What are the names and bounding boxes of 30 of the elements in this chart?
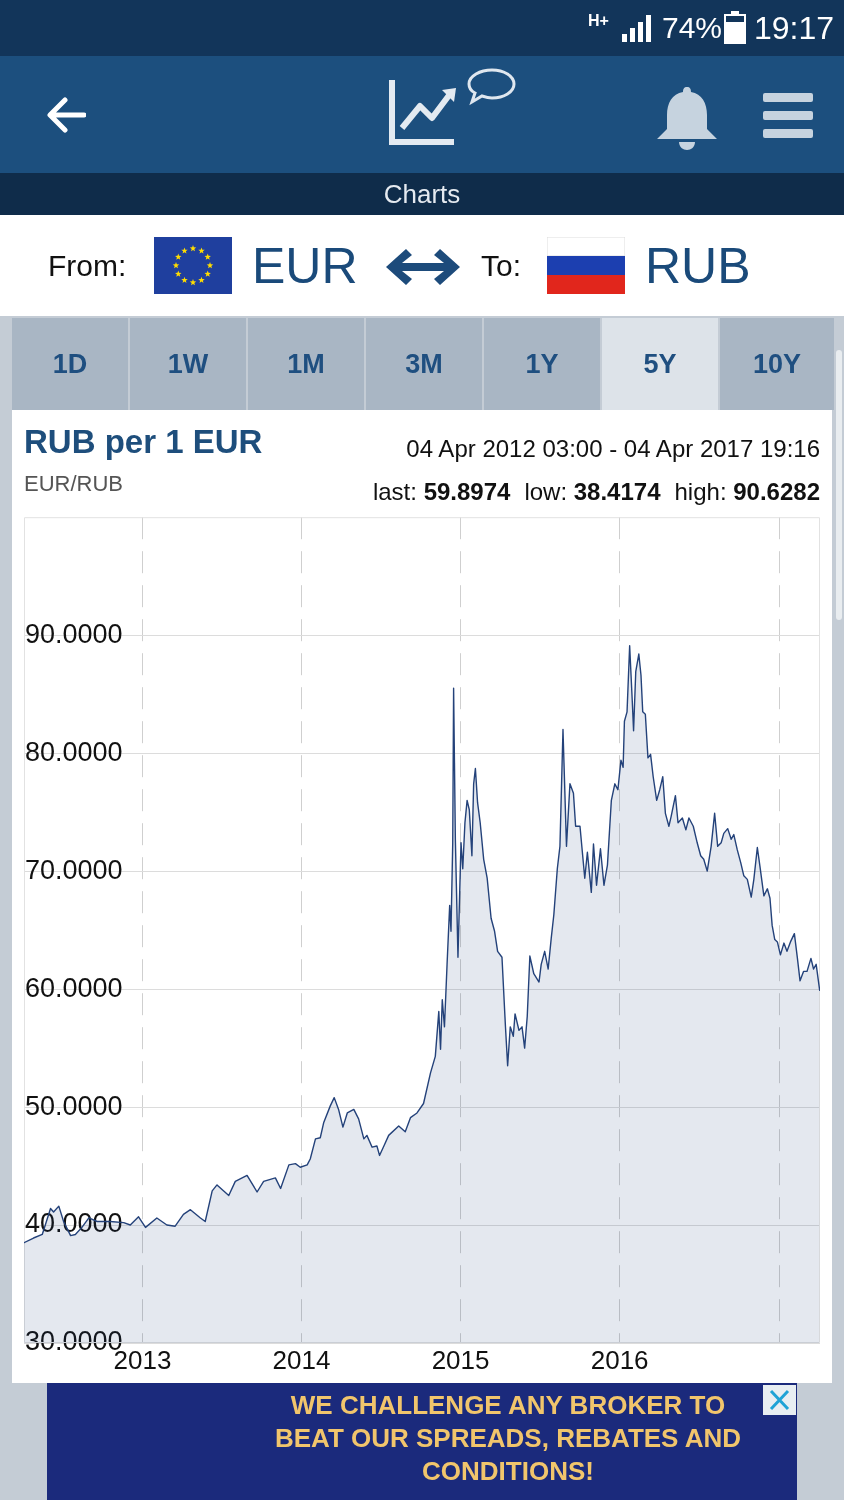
- text: 5Y: [642, 348, 678, 380]
- text: 1D: [51, 348, 89, 380]
- text: low: 38.4174: [524, 477, 661, 507]
- y-tick-label: 80.0000: [25, 736, 123, 767]
- y-tick-label: 50.0000: [25, 1090, 123, 1121]
- y-tick-label: 90.0000: [25, 618, 123, 649]
- x-tick-label: 2015: [431, 1344, 490, 1375]
- text: EUR: [252, 238, 358, 294]
- text: WE CHALLENGE ANY BROKER TO BEAT OUR SPREADS, REBATES AND CONDITIONS!: [273, 1389, 743, 1488]
- y-tick-label: 60.0000: [25, 972, 123, 1003]
- chart-title: RUB per 1 EUR: [24, 423, 263, 461]
- text: 1W: [166, 348, 210, 380]
- y-tick-label: 70.0000: [25, 854, 123, 885]
- text: last: 59.8974: [372, 477, 511, 507]
- text: 10Y: [751, 348, 802, 380]
- text: 04 Apr 2012 03:00 - 04 Apr 2017 19:16: [406, 434, 820, 464]
- x-tick-label: 2014: [272, 1344, 331, 1375]
- text: Charts: [382, 178, 462, 210]
- text: RUB: [645, 238, 751, 294]
- text: H+: [588, 12, 609, 30]
- text: 3M: [404, 348, 444, 380]
- text: From:: [48, 248, 127, 284]
- text: 1M: [286, 348, 326, 380]
- text: To:: [481, 248, 522, 284]
- text: 1Y: [524, 348, 560, 380]
- text: high: 90.6282: [674, 477, 820, 507]
- x-tick-label: 2016: [590, 1344, 649, 1375]
- text: 74%: [662, 10, 723, 46]
- text: 19:17: [754, 9, 835, 47]
- chart-subtitle: EUR/RUB: [24, 470, 124, 498]
